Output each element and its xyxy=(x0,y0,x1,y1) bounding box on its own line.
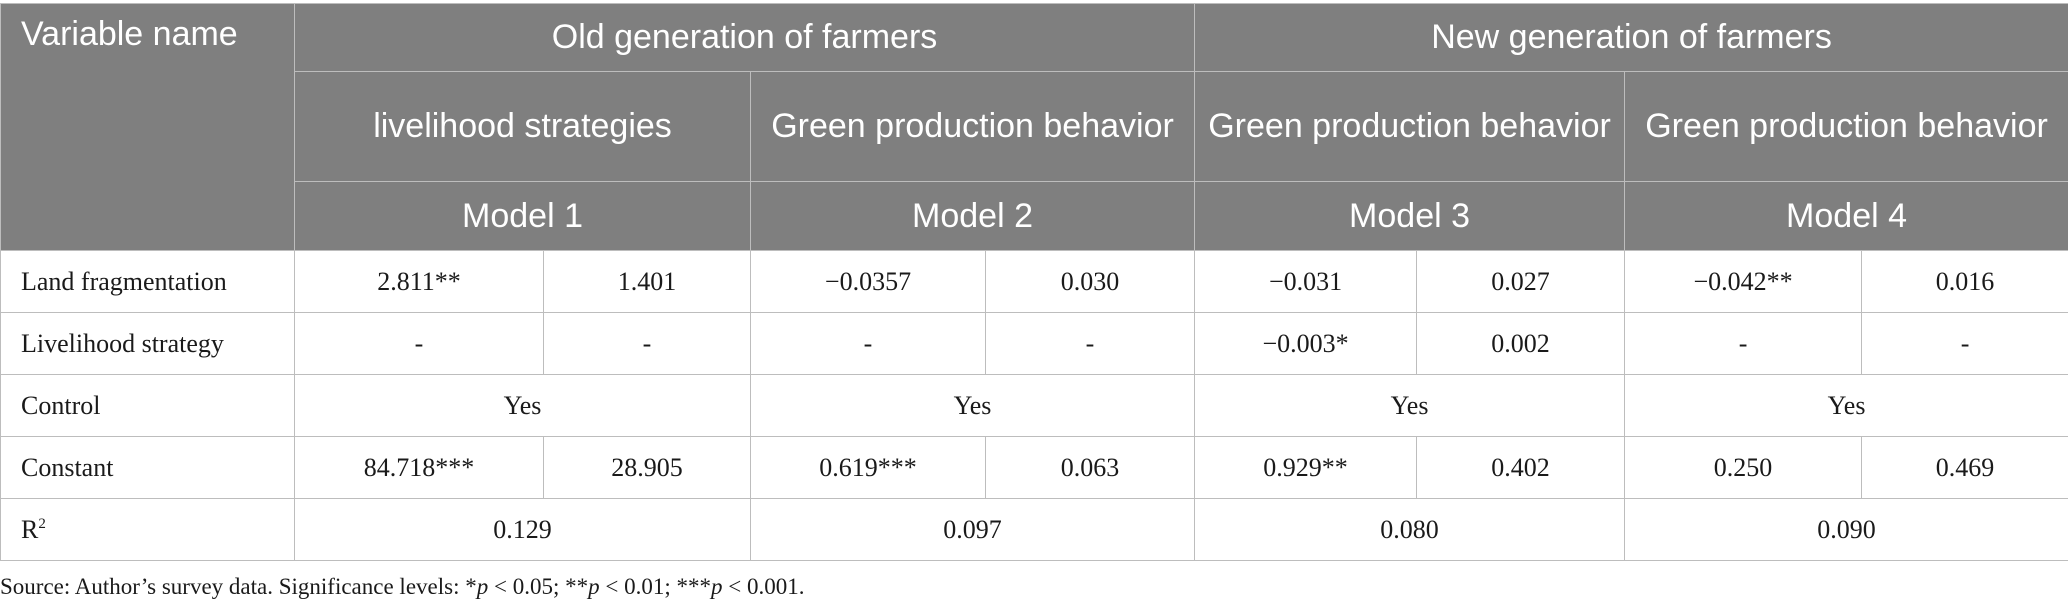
header-row-models: Model 1 Model 2 Model 3 Model 4 xyxy=(1,181,2068,251)
header-model-3: Model 3 xyxy=(1194,181,1626,251)
header-variable-name: Variable name xyxy=(0,3,295,251)
note-p-symbol: p xyxy=(710,574,723,599)
table-cell: 28.905 xyxy=(543,436,751,499)
note-threshold: < 0.001. xyxy=(722,574,805,599)
note-threshold: < 0.01; *** xyxy=(599,574,711,599)
header-row-groups: Variable name Old generation of farmers … xyxy=(0,3,2068,251)
table-row-land-fragmentation: Land fragmentation 2.811** 1.401 −0.0357… xyxy=(0,250,2068,313)
table-row-control: Control Yes Yes Yes Yes xyxy=(0,374,2068,437)
header-model-2: Model 2 xyxy=(749,181,1196,251)
note-prefix: Source: Author’s survey data. Significan… xyxy=(0,574,477,599)
table-cell: 0.929** xyxy=(1194,436,1418,499)
table-cell: 0.402 xyxy=(1416,436,1626,499)
table-cell: 0.619*** xyxy=(750,436,986,499)
table-cell: - xyxy=(1624,312,1863,375)
note-threshold: < 0.05; ** xyxy=(488,574,589,599)
r-squared-superscript: 2 xyxy=(38,515,46,532)
header-dep-var-3: Green production behavior xyxy=(1194,71,1626,182)
table-cell: 2.811** xyxy=(294,250,544,313)
table-row-r-squared: R2 0.129 0.097 0.080 0.090 xyxy=(0,498,2068,561)
regression-table-container: Variable name Old generation of farmers … xyxy=(0,3,2068,561)
table-row-livelihood-strategy: Livelihood strategy - - - - −0.003* 0.00… xyxy=(0,312,2068,375)
row-label: Constant xyxy=(0,436,295,499)
table-cell: 0.016 xyxy=(1861,250,2068,313)
table-cell: - xyxy=(984,312,1196,375)
table-cell-merged: 0.090 xyxy=(1624,498,2068,561)
header-dep-var-1: livelihood strategies xyxy=(294,71,751,182)
table-cell-merged: 0.080 xyxy=(1194,498,1626,561)
table-cell: 0.027 xyxy=(1416,250,1626,313)
row-label: Livelihood strategy xyxy=(0,312,295,375)
table-cell-merged: Yes xyxy=(749,374,1196,437)
table-cell: 1.401 xyxy=(543,250,751,313)
header-model-1: Model 1 xyxy=(294,181,751,251)
regression-table: Variable name Old generation of farmers … xyxy=(0,3,2068,561)
table-cell: 0.469 xyxy=(1861,436,2068,499)
table-cell-merged: Yes xyxy=(1194,374,1626,437)
table-cell: −0.0357 xyxy=(750,250,986,313)
note-p-symbol: p xyxy=(476,574,489,599)
row-label: Control xyxy=(0,374,295,437)
row-label: Land fragmentation xyxy=(0,250,295,313)
table-cell: 0.250 xyxy=(1624,436,1863,499)
table-cell: 0.002 xyxy=(1416,312,1626,375)
table-row-constant: Constant 84.718*** 28.905 0.619*** 0.063… xyxy=(0,436,2068,499)
table-cell-merged: 0.129 xyxy=(294,498,751,561)
table-cell: −0.003* xyxy=(1194,312,1418,375)
table-source-note: Source: Author’s survey data. Significan… xyxy=(0,574,804,600)
header-dep-var-4: Green production behavior xyxy=(1624,71,2068,182)
table-cell: - xyxy=(1861,312,2068,375)
table-cell: 0.063 xyxy=(984,436,1196,499)
header-row-dependent-variables: livelihood strategies Green production b… xyxy=(1,71,2068,182)
table-cell: −0.031 xyxy=(1194,250,1418,313)
header-dep-var-2: Green production behavior xyxy=(749,71,1196,182)
table-cell: −0.042** xyxy=(1624,250,1863,313)
table-cell: - xyxy=(294,312,544,375)
table-body: Land fragmentation 2.811** 1.401 −0.0357… xyxy=(0,250,2068,561)
header-group-new: New generation of farmers xyxy=(1194,3,2068,72)
header-group-old: Old generation of farmers xyxy=(293,3,1196,72)
table-cell-merged: Yes xyxy=(1624,374,2068,437)
row-label-r-squared: R2 xyxy=(0,498,295,561)
table-cell: - xyxy=(543,312,751,375)
table-cell-merged: Yes xyxy=(294,374,751,437)
table-header: Variable name Old generation of farmers … xyxy=(0,3,2068,251)
note-p-symbol: p xyxy=(588,574,600,599)
table-cell-merged: 0.097 xyxy=(749,498,1196,561)
table-cell: - xyxy=(750,312,986,375)
table-cell: 84.718*** xyxy=(294,436,544,499)
header-model-4: Model 4 xyxy=(1624,181,2068,251)
table-cell: 0.030 xyxy=(984,250,1196,313)
r-squared-base: R xyxy=(21,514,39,544)
